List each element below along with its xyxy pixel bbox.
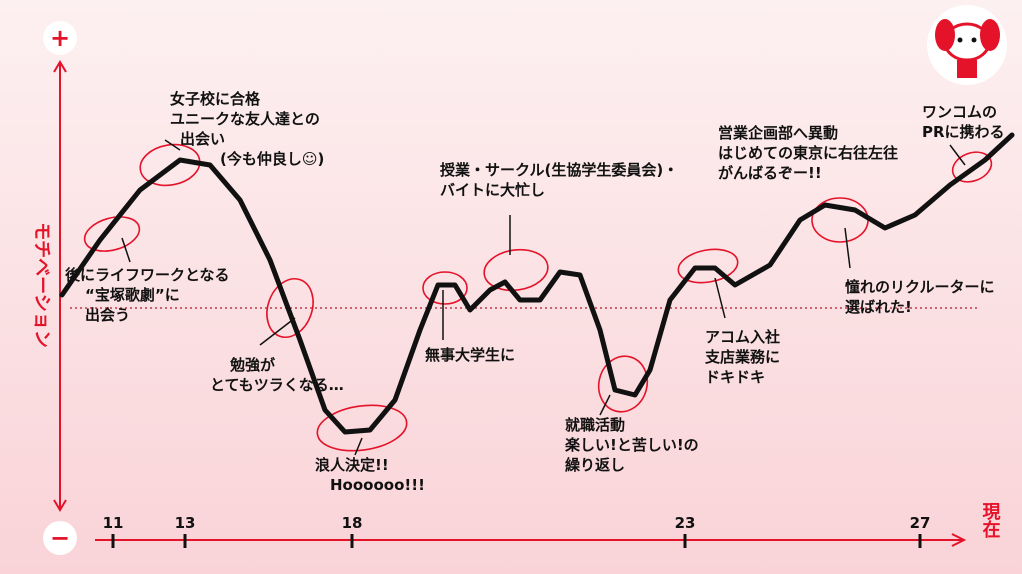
annotation-line: “宝塚歌劇”に	[85, 286, 180, 304]
annotation-line: 無事大学生に	[425, 346, 515, 364]
age-label: 18	[342, 514, 363, 532]
minus-sign: −	[50, 524, 70, 552]
annotation-line: アコム入社	[705, 328, 780, 346]
plus-circle	[43, 21, 77, 55]
motivation-curve	[59, 132, 1015, 435]
annotation-line: 営業企画部へ異動	[718, 124, 838, 142]
annotation-line: Hoooooo!!!	[330, 476, 425, 494]
x-arrow	[951, 533, 967, 547]
now-label: 現在	[980, 502, 1001, 538]
annotation-line: PRに携わる	[922, 123, 1005, 141]
age-label: 23	[675, 514, 696, 532]
annotation-line: 憧れのリクルーターに	[845, 278, 995, 296]
plus-sign: +	[50, 24, 70, 52]
annotation-line: 選ばれた!	[845, 298, 912, 316]
annotation-line: ドキドキ	[705, 368, 765, 386]
annotation-line: 出会い	[180, 130, 225, 148]
annotation-line: 就職活動	[565, 416, 625, 434]
annotation-line: がんばるぞー!!	[718, 164, 822, 182]
annotation-line: とてもツラくなる…	[210, 376, 344, 394]
age-label: 13	[175, 514, 196, 532]
y-arrow-bottom	[53, 499, 67, 512]
annotation-line: 浪人決定!!	[315, 456, 389, 474]
annotation-line: 出会う	[85, 306, 130, 324]
annotation-line: 楽しい!と苦しい!の	[565, 436, 699, 454]
annotation-line: バイトに大忙し	[440, 181, 545, 199]
annotation-line: (今も仲良し☺)	[220, 150, 324, 168]
minus-circle	[43, 521, 77, 555]
annotation-line: 勉強が	[229, 356, 276, 374]
annotation-line: ワンコムの	[922, 103, 997, 121]
highlight-circles	[83, 143, 993, 452]
pointer-lines	[121, 139, 966, 456]
y-arrow-top	[53, 60, 67, 73]
annotation-line: 女子校に合格	[170, 90, 261, 108]
annotation-line: 後にライフワークとなる	[64, 266, 230, 284]
mascot	[927, 5, 1007, 85]
age-label: 11	[103, 514, 124, 532]
annotation-line: 繰り返し	[565, 456, 625, 474]
annotation-line: ユニークな友人達との	[170, 110, 320, 128]
annotation-line: 授業・サークル(生協学生委員会)・	[440, 161, 678, 179]
y-axis-label: モチベーション	[31, 222, 52, 348]
annotation-line: 支店業務に	[704, 348, 780, 366]
annotation-line: はじめての東京に右往左往	[718, 144, 898, 162]
age-label: 27	[910, 514, 931, 532]
